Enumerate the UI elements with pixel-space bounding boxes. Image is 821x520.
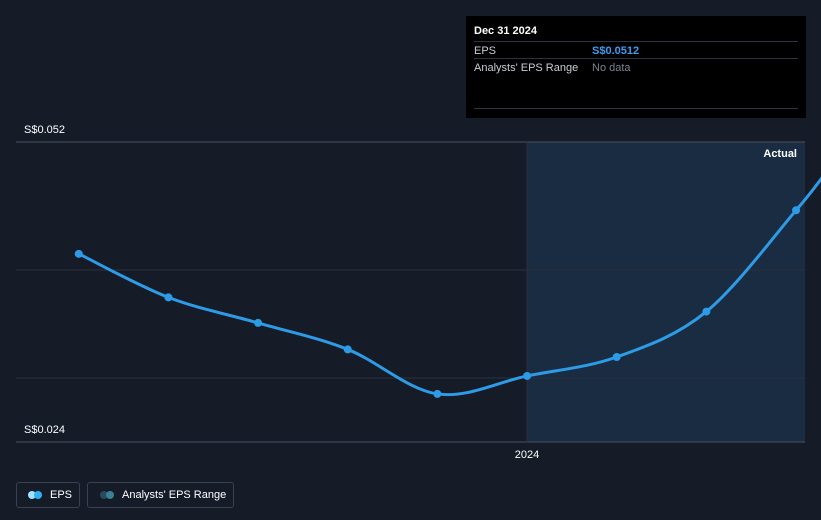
tooltip-eps-key: EPS [474, 45, 497, 57]
eps-point[interactable] [343, 345, 352, 354]
tooltip-range-key: Analysts' EPS Range [474, 62, 579, 74]
legend-eps-icon [28, 491, 42, 499]
tooltip: Dec 31 2024 EPS S$0.0512 Analysts' EPS R… [466, 16, 806, 118]
eps-points [74, 171, 821, 398]
y-tick-label-top: S$0.052 [24, 124, 65, 136]
eps-point[interactable] [254, 318, 263, 327]
eps-series-line [77, 176, 821, 397]
chart-background [527, 142, 805, 442]
tooltip-date: Dec 31 2024 [474, 25, 537, 37]
eps-point[interactable] [702, 307, 711, 316]
tooltip-row-eps: EPS S$0.0512 [474, 41, 798, 60]
y-tick-label-bottom: S$0.024 [24, 424, 65, 436]
legend-range-icon [100, 491, 114, 499]
actual-label: Actual [763, 148, 797, 160]
legend-range-label: Analysts' EPS Range [122, 489, 227, 501]
tooltip-range-value: No data [592, 62, 631, 74]
tooltip-row-range: Analysts' EPS Range No data [474, 58, 798, 77]
legend-eps-button[interactable]: EPS [16, 482, 80, 508]
eps-point[interactable] [792, 206, 801, 215]
x-tick-label-2024: 2024 [514, 449, 540, 461]
tooltip-eps-value: S$0.0512 [592, 45, 640, 57]
eps-point[interactable] [523, 371, 532, 380]
eps-point[interactable] [164, 293, 173, 302]
eps-point[interactable] [433, 389, 442, 398]
eps-point[interactable] [74, 249, 83, 258]
legend-eps-label: EPS [50, 489, 73, 501]
chart-gridlines [16, 141, 805, 443]
eps-point[interactable] [612, 353, 621, 362]
legend-range-button[interactable]: Analysts' EPS Range [87, 482, 234, 508]
tooltip-divider [474, 108, 798, 109]
forecast-highlight-region [527, 142, 805, 442]
